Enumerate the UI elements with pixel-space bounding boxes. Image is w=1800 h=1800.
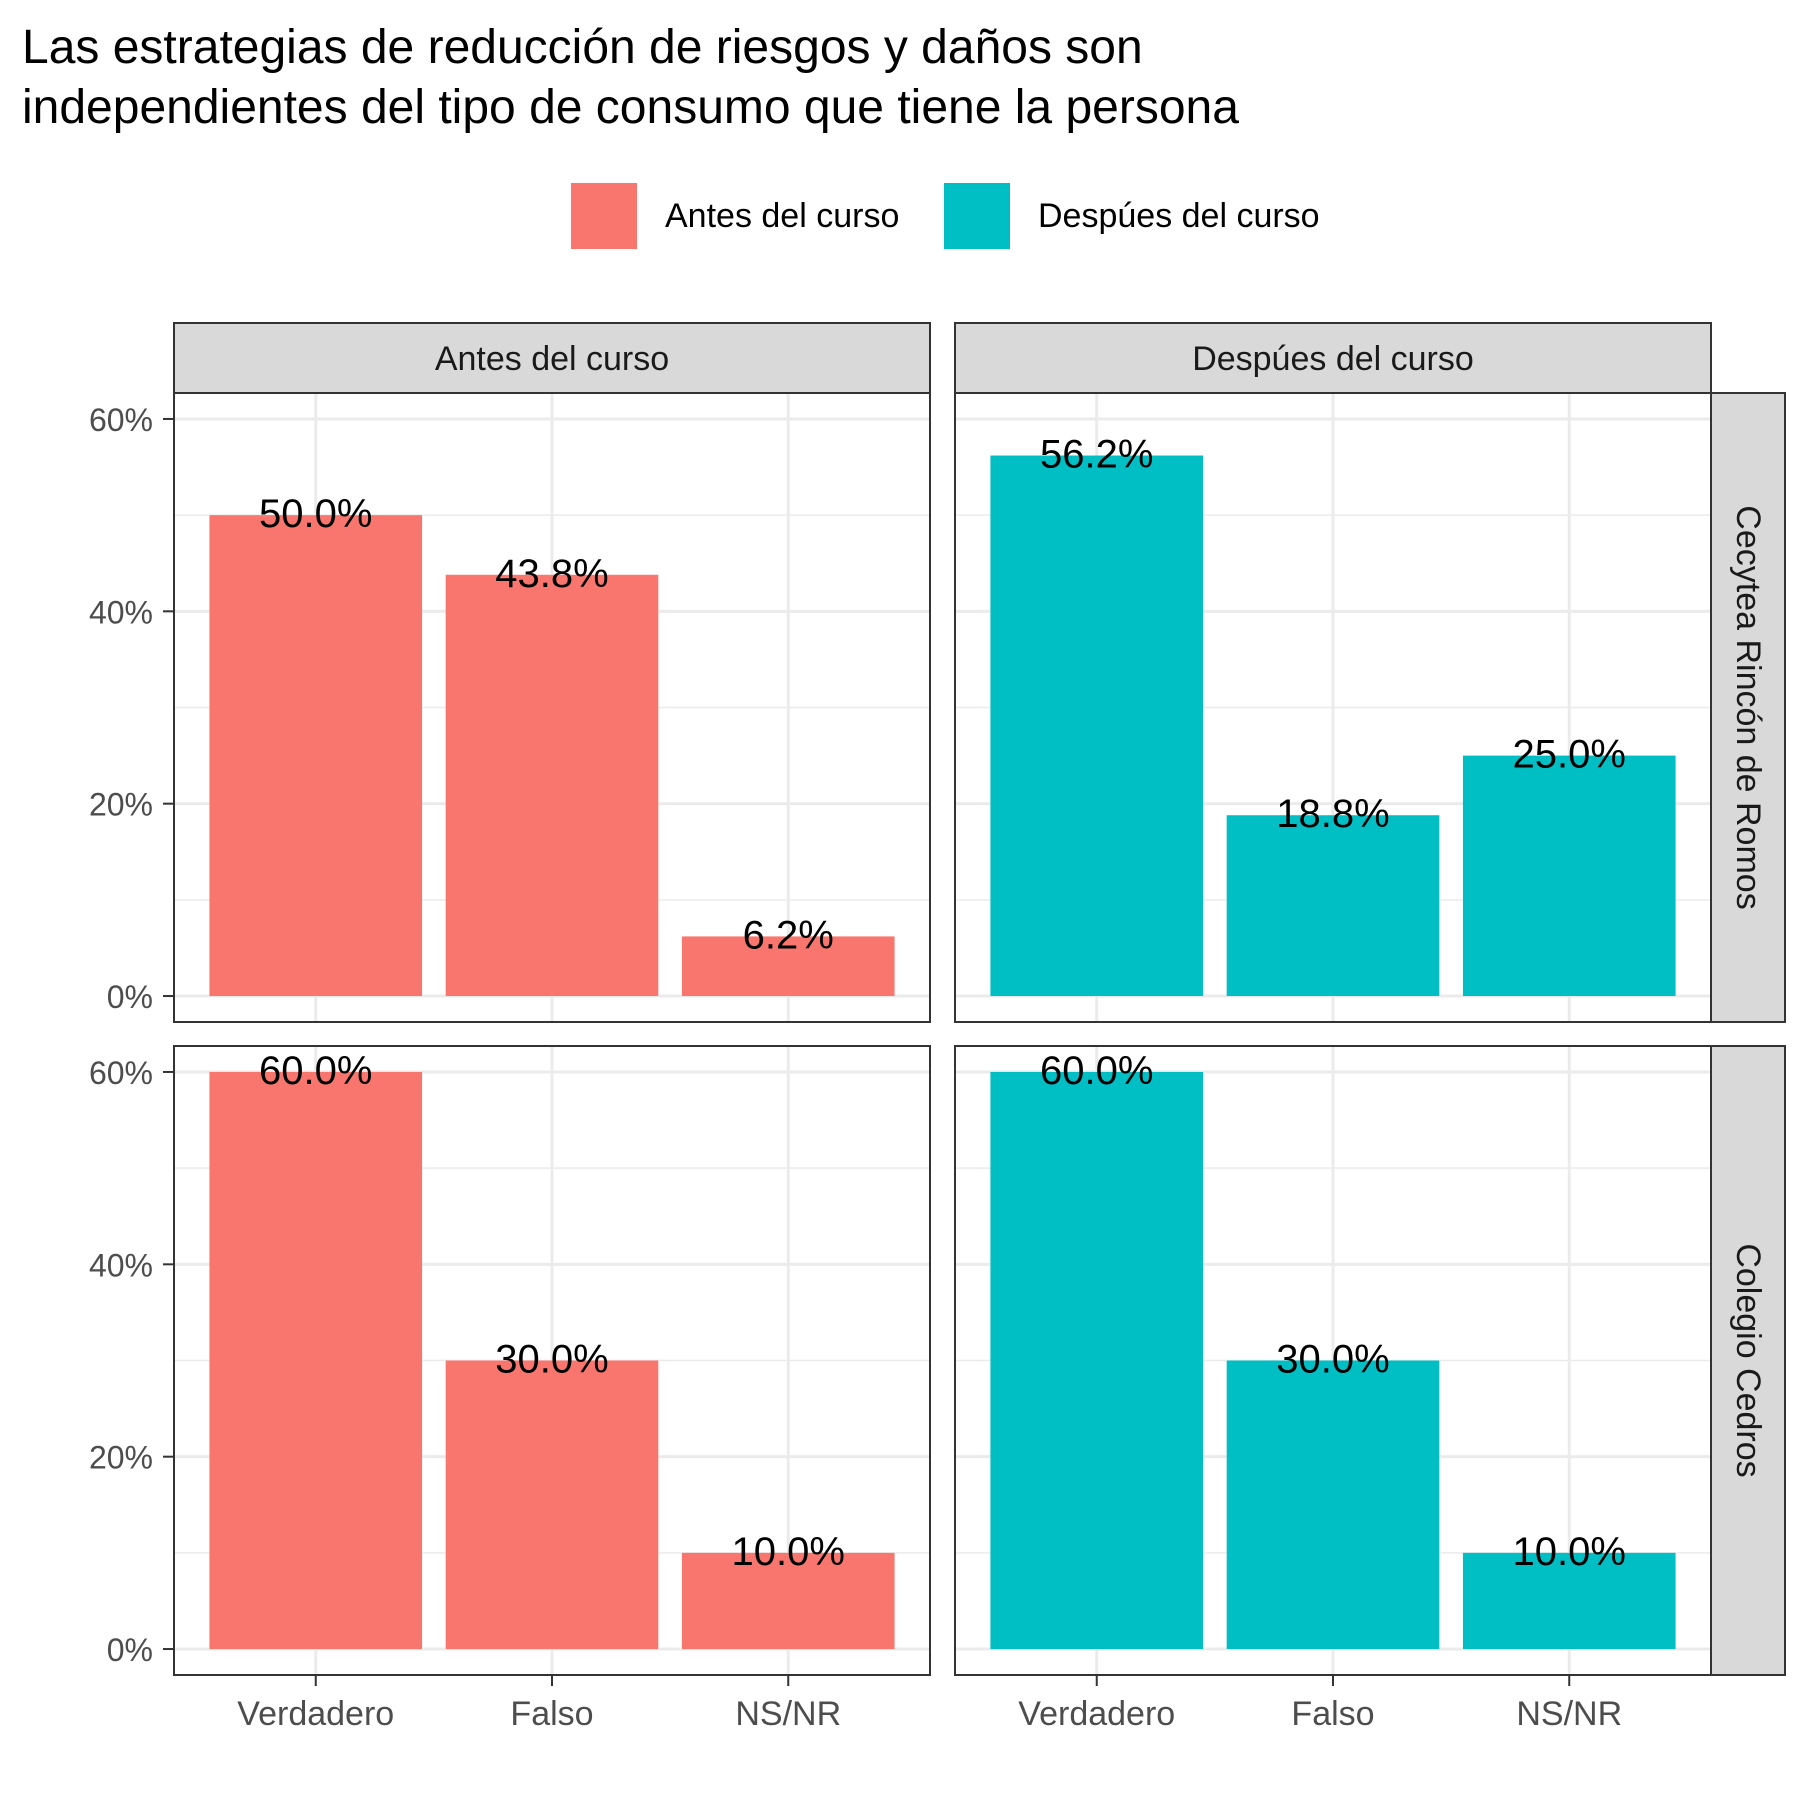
panel-r0-c1: 56.2% 18.8% 25.0% — [954, 392, 1712, 1023]
data-label: 6.2% — [743, 913, 834, 957]
data-label: 10.0% — [732, 1530, 845, 1574]
y-tick-label: 0% — [107, 1632, 153, 1668]
data-label: 30.0% — [495, 1338, 608, 1382]
panel-r1-c0: 60.0% 30.0% 10.0% — [173, 1045, 931, 1676]
bar-ns-nr — [681, 936, 895, 997]
data-label: 60.0% — [1040, 1049, 1153, 1093]
data-label: 43.8% — [495, 552, 608, 596]
legend-key-despues — [944, 183, 1010, 249]
x-tick-label: NS/NR — [735, 1695, 841, 1733]
y-tick-label: 20% — [89, 1440, 153, 1476]
y-tick-label: 0% — [107, 979, 153, 1015]
x-tick-label: Verdadero — [1018, 1695, 1175, 1733]
data-label: 10.0% — [1513, 1530, 1626, 1574]
bar-falso — [1226, 1360, 1440, 1650]
y-tick-label: 20% — [89, 787, 153, 823]
facet-strip-column-label-1: Despúes del curso — [1192, 340, 1474, 378]
data-label: 30.0% — [1276, 1338, 1389, 1382]
legend: Antes del curso Despúes del curso — [0, 183, 1800, 249]
bar-ns-nr — [681, 1552, 895, 1650]
bar-falso — [1226, 815, 1440, 997]
legend-label-despues: Despúes del curso — [1038, 196, 1320, 235]
data-label: 18.8% — [1276, 792, 1389, 836]
facet-strip-row-0 — [1710, 392, 1786, 1023]
y-tick-label: 60% — [89, 402, 153, 438]
facet-strip-column-1 — [954, 322, 1712, 394]
legend-item-despues: Despúes del curso — [944, 183, 1320, 249]
facet-strip-row-label-1: Colegio Cedros — [1729, 1243, 1767, 1477]
x-tick-label: Falso — [1291, 1695, 1374, 1733]
x-tick-label: NS/NR — [1516, 1695, 1622, 1733]
panel-border — [954, 392, 1712, 1023]
panel-r0-c0: 50.0% 43.8% 6.2% — [173, 392, 931, 1023]
facet-strip-column-label-0: Antes del curso — [435, 340, 669, 378]
legend-key-antes — [571, 183, 637, 249]
bar-verdadero — [990, 455, 1204, 997]
facet-strip-row-1 — [1710, 1045, 1786, 1676]
legend-label-antes: Antes del curso — [665, 196, 900, 235]
chart-title: Las estrategias de reducción de riesgos … — [22, 18, 1239, 138]
chart-title-line-1: Las estrategias de reducción de riesgos … — [22, 21, 1143, 74]
bar-verdadero — [209, 515, 423, 997]
facet-strip-column-0 — [173, 322, 931, 394]
y-tick-label: 40% — [89, 1247, 153, 1283]
y-tick-label: 40% — [89, 594, 153, 630]
y-tick-label: 60% — [89, 1055, 153, 1091]
data-label: 25.0% — [1513, 733, 1626, 777]
legend-item-antes: Antes del curso — [571, 183, 899, 249]
bar-falso — [445, 1360, 659, 1650]
bar-verdadero — [990, 1071, 1204, 1650]
x-tick-label: Falso — [510, 1695, 593, 1733]
data-label: 56.2% — [1040, 433, 1153, 477]
x-tick-label: Verdadero — [237, 1695, 394, 1733]
facet-strip-row-label-0: Cecytea Rincón de Romos — [1729, 505, 1767, 909]
bar-falso — [445, 574, 659, 997]
data-label: 60.0% — [259, 1049, 372, 1093]
bar-verdadero — [209, 1071, 423, 1650]
bar-ns-nr — [1462, 1552, 1676, 1650]
chart-title-line-2: independientes del tipo de consumo que t… — [22, 81, 1239, 134]
bar-ns-nr — [1462, 755, 1676, 997]
data-label: 50.0% — [259, 492, 372, 536]
panel-border — [173, 392, 931, 1023]
panel-r1-c1: 60.0% 30.0% 10.0% — [954, 1045, 1712, 1676]
